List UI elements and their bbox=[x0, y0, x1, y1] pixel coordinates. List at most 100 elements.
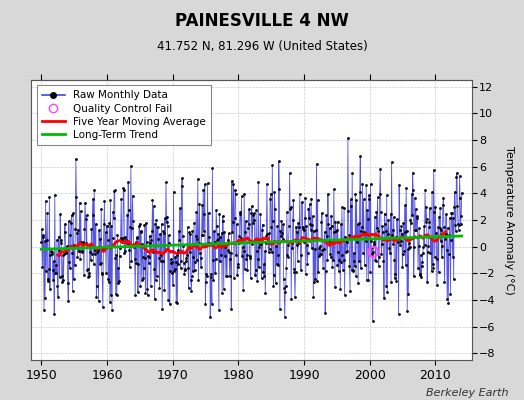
Point bbox=[84, 273, 93, 280]
Point bbox=[419, 243, 428, 250]
Point bbox=[308, 245, 316, 252]
Point bbox=[429, 264, 438, 271]
Point bbox=[202, 270, 211, 277]
Point bbox=[258, 221, 267, 228]
Text: Berkeley Earth: Berkeley Earth bbox=[426, 388, 508, 398]
Point bbox=[295, 224, 303, 230]
Point bbox=[323, 232, 331, 239]
Point bbox=[394, 236, 402, 242]
Point bbox=[132, 239, 140, 245]
Point bbox=[209, 277, 217, 283]
Point bbox=[411, 195, 419, 202]
Point bbox=[52, 270, 61, 276]
Point bbox=[141, 290, 150, 297]
Point bbox=[402, 228, 411, 234]
Point bbox=[85, 270, 93, 277]
Point bbox=[47, 248, 55, 254]
Point bbox=[255, 244, 264, 250]
Point bbox=[59, 277, 68, 284]
Point bbox=[245, 206, 253, 212]
Point bbox=[426, 250, 434, 256]
Point bbox=[435, 224, 444, 231]
Point bbox=[165, 240, 173, 246]
Point bbox=[132, 259, 140, 266]
Point bbox=[148, 197, 157, 204]
Point bbox=[119, 187, 128, 194]
Point bbox=[438, 254, 446, 260]
Point bbox=[301, 195, 309, 202]
Point bbox=[449, 215, 457, 222]
Point bbox=[339, 267, 347, 273]
Point bbox=[242, 256, 250, 262]
Point bbox=[102, 223, 111, 230]
Point bbox=[407, 220, 415, 226]
Point bbox=[96, 236, 104, 242]
Point bbox=[123, 212, 132, 218]
Point bbox=[244, 224, 252, 231]
Point bbox=[279, 276, 288, 283]
Point bbox=[245, 253, 254, 259]
Point bbox=[179, 243, 188, 249]
Point bbox=[201, 181, 209, 188]
Point bbox=[420, 242, 429, 248]
Point bbox=[329, 239, 337, 246]
Point bbox=[283, 252, 291, 258]
Point bbox=[72, 194, 81, 200]
Point bbox=[359, 196, 368, 203]
Point bbox=[455, 222, 463, 228]
Point bbox=[278, 230, 286, 236]
Point bbox=[270, 189, 279, 196]
Point bbox=[274, 262, 282, 268]
Point bbox=[356, 189, 364, 195]
Point bbox=[405, 240, 413, 246]
Point bbox=[92, 220, 100, 227]
Point bbox=[80, 272, 88, 279]
Point bbox=[107, 222, 116, 229]
Point bbox=[373, 224, 381, 231]
Point bbox=[433, 282, 441, 288]
Point bbox=[264, 239, 272, 246]
Point bbox=[48, 249, 56, 256]
Point bbox=[375, 254, 384, 260]
Point bbox=[199, 232, 207, 238]
Point bbox=[38, 226, 46, 232]
Point bbox=[235, 239, 243, 246]
Point bbox=[349, 267, 357, 273]
Point bbox=[342, 237, 351, 244]
Point bbox=[124, 179, 133, 186]
Point bbox=[354, 280, 362, 286]
Point bbox=[278, 236, 287, 242]
Point bbox=[221, 252, 229, 259]
Point bbox=[297, 266, 305, 273]
Point bbox=[294, 220, 302, 226]
Point bbox=[327, 213, 335, 219]
Point bbox=[398, 231, 406, 237]
Point bbox=[439, 195, 447, 201]
Point bbox=[332, 227, 341, 234]
Point bbox=[267, 224, 276, 230]
Point bbox=[97, 206, 105, 212]
Point bbox=[105, 220, 114, 226]
Point bbox=[443, 296, 451, 302]
Point bbox=[57, 240, 65, 246]
Point bbox=[182, 258, 190, 264]
Point bbox=[332, 228, 340, 234]
Point bbox=[420, 223, 428, 230]
Point bbox=[298, 199, 306, 205]
Point bbox=[194, 277, 203, 283]
Point bbox=[113, 232, 122, 238]
Point bbox=[190, 266, 199, 273]
Point bbox=[452, 228, 460, 234]
Point bbox=[154, 224, 162, 230]
Point bbox=[41, 198, 50, 204]
Point bbox=[375, 263, 383, 269]
Point bbox=[110, 188, 118, 194]
Point bbox=[270, 272, 278, 279]
Point bbox=[81, 200, 89, 206]
Point bbox=[429, 261, 437, 268]
Point bbox=[287, 204, 295, 210]
Point bbox=[155, 285, 163, 291]
Point bbox=[43, 278, 52, 284]
Point bbox=[444, 251, 453, 257]
Point bbox=[250, 217, 259, 224]
